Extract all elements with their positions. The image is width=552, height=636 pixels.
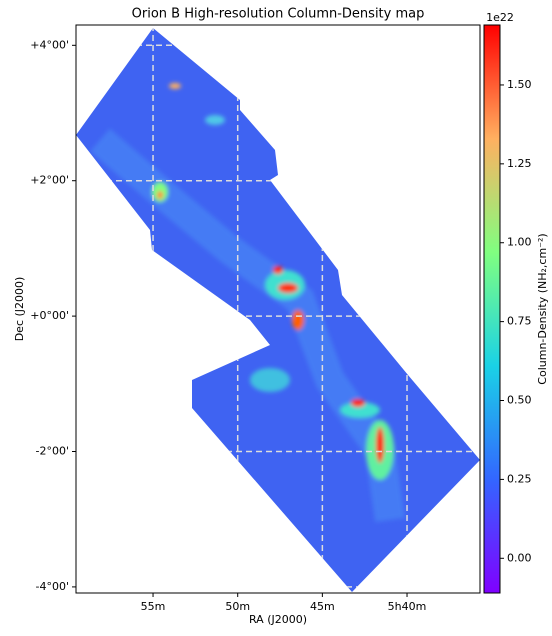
x-tick-label: 5h40m: [388, 600, 427, 613]
x-tick-label: 50m: [225, 600, 250, 613]
x-axis-label: RA (J2000): [249, 613, 307, 626]
y-tick-label: +4°00': [30, 38, 69, 51]
colorbar-tick-label: 1.00: [507, 236, 532, 249]
x-tick-label: 55m: [141, 600, 166, 613]
colorbar-label: Column-Density (NH₂,cm⁻²): [536, 233, 549, 384]
colorbar-tick-label: 1.25: [507, 157, 532, 170]
map-structure: [90, 83, 405, 523]
colorbar-offset: 1e22: [486, 11, 514, 24]
axes-frame: [75, 24, 481, 594]
y-axis-label: Dec (J2000): [13, 277, 26, 342]
column-density-map: [76, 28, 480, 592]
colorbar-tick-label: 0.25: [507, 472, 532, 485]
colorbar-tick-label: 0.00: [507, 551, 532, 564]
y-tick-label: +0°00': [30, 309, 69, 322]
colorbar-tick-label: 0.50: [507, 394, 532, 407]
y-tick-label: +2°00': [30, 174, 69, 187]
colorbar-tick-label: 1.50: [507, 78, 532, 91]
y-tick-label: -2°00': [36, 445, 70, 458]
colorbar-tick-label: 0.75: [507, 315, 532, 328]
chart-title: Orion B High-resolution Column-Density m…: [132, 7, 425, 22]
y-tick-label: -4°00': [36, 580, 70, 593]
x-tick-label: 45m: [310, 600, 335, 613]
colorbar: [483, 24, 501, 594]
